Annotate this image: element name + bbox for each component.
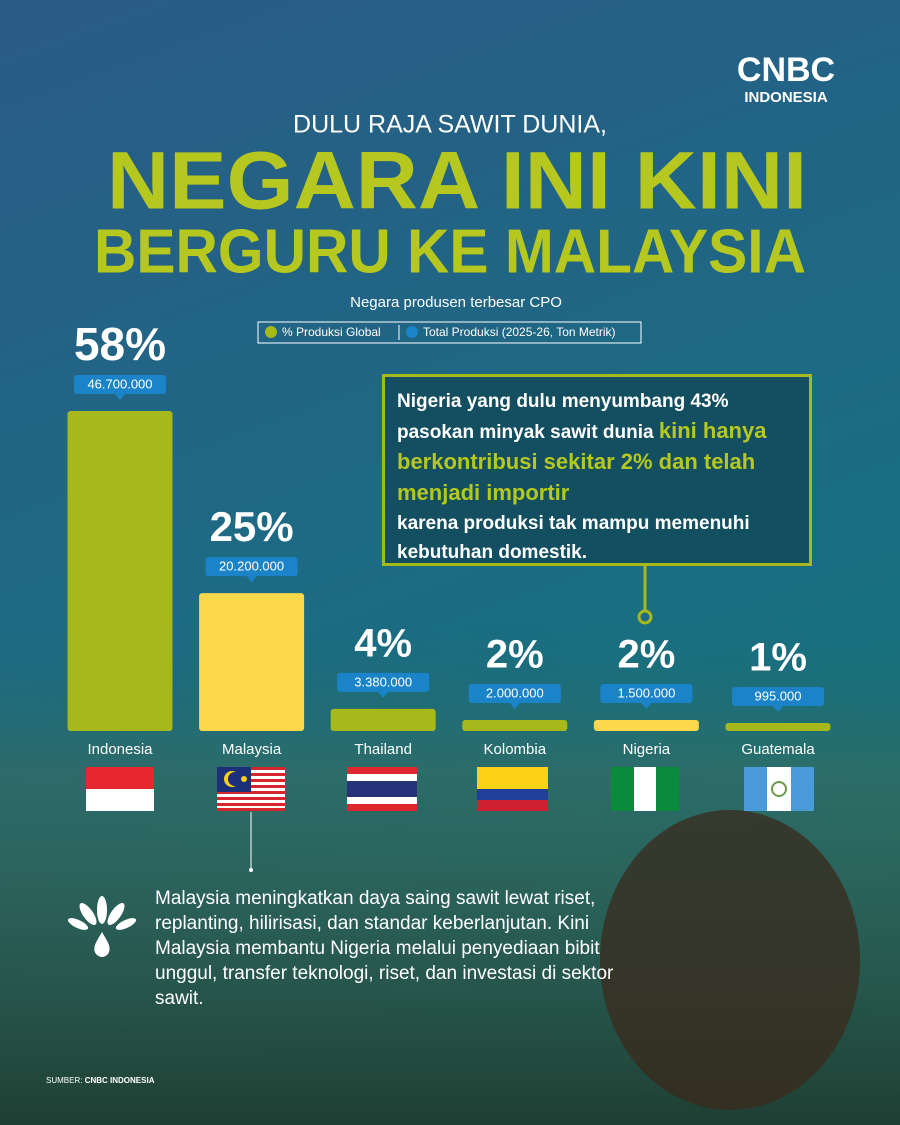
value-label: 25% xyxy=(210,503,294,550)
flag-guatemala xyxy=(744,767,814,811)
bar xyxy=(462,719,568,731)
note: Malaysia meningkatkan daya saing sawit l… xyxy=(155,888,614,1009)
badge-pointer xyxy=(509,702,520,709)
legend-label: % Produksi Global xyxy=(282,325,381,339)
worker-silhouette xyxy=(600,810,860,1110)
bar xyxy=(593,719,699,731)
value-label: 2% xyxy=(617,633,675,677)
flag-colombia xyxy=(477,767,548,811)
production-badge xyxy=(205,557,298,577)
production-badge xyxy=(337,672,430,692)
production-label: 1.500.000 xyxy=(617,685,675,700)
badge-pointer xyxy=(246,576,257,583)
callout-text: Nigeria yang dulu menyumbang 43% pasokan… xyxy=(397,391,729,443)
flag-thailand xyxy=(347,767,417,811)
callout-dot xyxy=(637,609,653,625)
flag-indonesia xyxy=(86,767,154,811)
bar xyxy=(67,411,173,731)
source-name: CNBC INDONESIA xyxy=(84,1076,155,1085)
note-dot xyxy=(249,868,253,872)
bar xyxy=(725,723,831,731)
headline: BERGURU KE MALAYSIA xyxy=(94,217,806,286)
value-label: 1% xyxy=(749,636,807,680)
callout: Nigeria yang dulu menyumbang 43% pasokan… xyxy=(382,374,812,566)
value-label: 2% xyxy=(486,633,544,677)
production-label: 2.000.000 xyxy=(486,685,544,700)
headline: NEGARA INI KINI xyxy=(107,136,807,227)
production-label: 3.380.000 xyxy=(354,674,412,689)
production-badge xyxy=(600,683,693,703)
value-label: 4% xyxy=(354,621,412,665)
badge-pointer xyxy=(773,706,783,712)
subtitle: Negara produsen terbesar CPO xyxy=(350,294,562,311)
production-label: 995.000 xyxy=(755,688,802,703)
callout-text: karena produksi tak mampu memenuhi kebut… xyxy=(397,513,750,563)
production-label: 20.200.000 xyxy=(219,559,284,574)
logo: CNBC xyxy=(737,51,835,89)
badge-pointer xyxy=(641,702,652,709)
legend-swatch xyxy=(406,326,418,338)
callout-highlight: kini hanya berkontribusi sekitar 2% dan … xyxy=(397,418,767,505)
production-badge xyxy=(732,687,824,706)
badge-pointer xyxy=(378,691,389,698)
flag-malaysia xyxy=(217,767,285,811)
bar xyxy=(330,708,436,731)
value-label: 58% xyxy=(74,318,166,370)
source-label: SUMBER: xyxy=(46,1076,83,1085)
kicker: DULU RAJA SAWIT DUNIA, xyxy=(293,111,607,139)
bar xyxy=(199,593,305,731)
x-tick-label: Indonesia xyxy=(87,741,153,758)
badge-pointer xyxy=(115,394,125,400)
x-tick-label: Nigeria xyxy=(623,741,671,758)
x-tick-label: Kolombia xyxy=(484,741,547,758)
production-badge xyxy=(468,683,561,703)
production-badge xyxy=(74,375,166,394)
logo-sub: INDONESIA xyxy=(744,89,828,106)
legend-box xyxy=(257,321,642,344)
legend-label: Total Produksi (2025-26, Ton Metrik) xyxy=(423,325,616,339)
palm-icon xyxy=(67,896,137,957)
source: SUMBER: CNBC INDONESIA xyxy=(46,1076,154,1085)
legend-swatch xyxy=(265,326,277,338)
x-tick-label: Malaysia xyxy=(222,741,282,758)
flag-nigeria xyxy=(611,767,679,811)
x-tick-label: Guatemala xyxy=(741,741,815,758)
production-label: 46.700.000 xyxy=(87,376,152,391)
x-tick-label: Thailand xyxy=(354,741,412,758)
